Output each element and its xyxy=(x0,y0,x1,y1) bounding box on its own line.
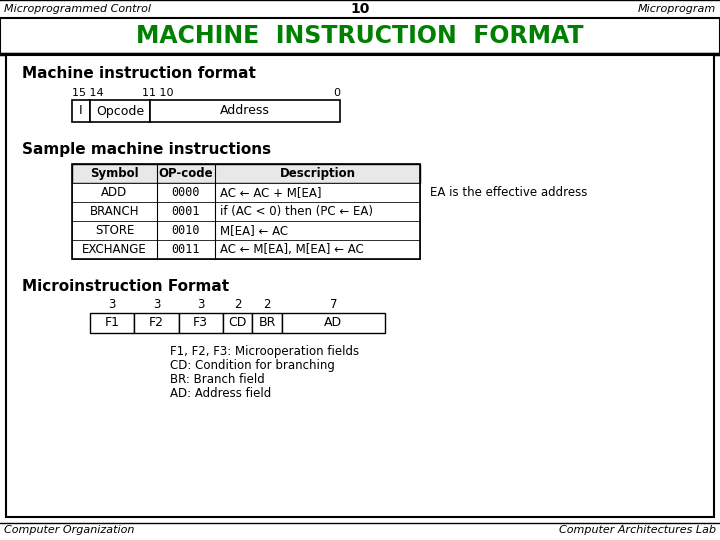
Text: MACHINE  INSTRUCTION  FORMAT: MACHINE INSTRUCTION FORMAT xyxy=(136,24,584,48)
Text: Microprogrammed Control: Microprogrammed Control xyxy=(4,4,151,14)
Text: STORE: STORE xyxy=(95,224,134,237)
Bar xyxy=(179,313,222,333)
Text: M[EA] ← AC: M[EA] ← AC xyxy=(220,224,288,237)
Text: CD: CD xyxy=(228,316,247,329)
Text: 0000: 0000 xyxy=(172,186,200,199)
Bar xyxy=(252,313,282,333)
Text: CD: Condition for branching: CD: Condition for branching xyxy=(170,359,335,372)
Text: AD: Address field: AD: Address field xyxy=(170,387,271,400)
Text: Address: Address xyxy=(220,105,270,118)
Text: F1, F2, F3: Microoperation fields: F1, F2, F3: Microoperation fields xyxy=(170,345,359,358)
Bar xyxy=(72,100,90,122)
Bar xyxy=(90,100,150,122)
Text: 0001: 0001 xyxy=(172,205,200,218)
Text: Microprogram: Microprogram xyxy=(638,4,716,14)
Text: 3: 3 xyxy=(109,298,116,311)
Text: BRANCH: BRANCH xyxy=(90,205,139,218)
Text: 15 14: 15 14 xyxy=(72,88,104,98)
Text: Computer Architectures Lab: Computer Architectures Lab xyxy=(559,525,716,535)
Bar xyxy=(72,164,420,259)
Text: 2: 2 xyxy=(264,298,271,311)
Text: 3: 3 xyxy=(197,298,204,311)
Text: BR: BR xyxy=(258,316,276,329)
Text: F2: F2 xyxy=(149,316,164,329)
Bar xyxy=(134,313,179,333)
Text: Sample machine instructions: Sample machine instructions xyxy=(22,142,271,157)
Bar xyxy=(0,18,720,54)
Bar xyxy=(72,164,420,183)
Text: 10: 10 xyxy=(351,2,369,16)
Text: BR: Branch field: BR: Branch field xyxy=(170,373,265,386)
Text: I: I xyxy=(79,105,83,118)
Bar xyxy=(72,183,420,202)
Text: F1: F1 xyxy=(104,316,120,329)
Text: 7: 7 xyxy=(330,298,337,311)
Text: EA is the effective address: EA is the effective address xyxy=(430,186,588,199)
Bar xyxy=(72,202,420,221)
Bar xyxy=(150,100,340,122)
Bar xyxy=(72,240,420,259)
Text: AC ← AC + M[EA]: AC ← AC + M[EA] xyxy=(220,186,322,199)
Text: Machine instruction format: Machine instruction format xyxy=(22,66,256,81)
Text: Computer Organization: Computer Organization xyxy=(4,525,135,535)
Text: AD: AD xyxy=(324,316,343,329)
Text: Opcode: Opcode xyxy=(96,105,144,118)
Text: OP-code: OP-code xyxy=(158,167,213,180)
Text: AC ← M[EA], M[EA] ← AC: AC ← M[EA], M[EA] ← AC xyxy=(220,243,364,256)
Text: ADD: ADD xyxy=(102,186,127,199)
Bar xyxy=(90,313,134,333)
Text: if (AC < 0) then (PC ← EA): if (AC < 0) then (PC ← EA) xyxy=(220,205,373,218)
Text: 0010: 0010 xyxy=(172,224,200,237)
Bar xyxy=(222,313,252,333)
Text: 11 10: 11 10 xyxy=(142,88,174,98)
Text: 0: 0 xyxy=(333,88,340,98)
Text: 0011: 0011 xyxy=(172,243,200,256)
Bar xyxy=(282,313,385,333)
Text: 2: 2 xyxy=(234,298,241,311)
Text: F3: F3 xyxy=(193,316,208,329)
Text: 3: 3 xyxy=(153,298,160,311)
Text: Microinstruction Format: Microinstruction Format xyxy=(22,279,229,294)
Bar xyxy=(72,221,420,240)
Text: EXCHANGE: EXCHANGE xyxy=(82,243,147,256)
Bar xyxy=(6,55,714,517)
Text: Description: Description xyxy=(279,167,356,180)
Text: Symbol: Symbol xyxy=(90,167,139,180)
